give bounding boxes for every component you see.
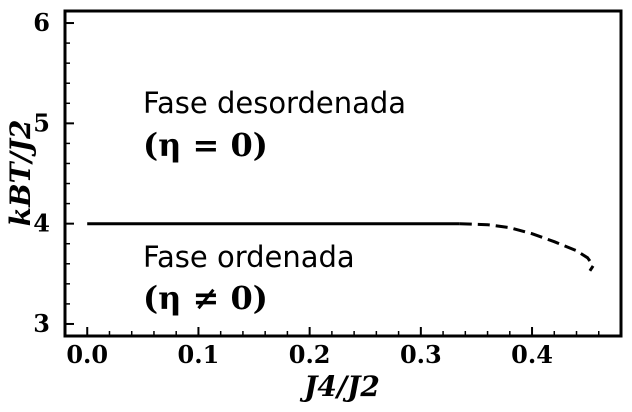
y-tick-label: 3 — [33, 309, 50, 338]
y-tick-label: 4 — [33, 209, 50, 238]
annotation-ordered-label: Fase ordenada — [143, 240, 355, 274]
x-axis-label: J4/J2 — [299, 370, 380, 403]
y-tick-label: 5 — [33, 108, 50, 137]
x-tick-label: 0.2 — [289, 340, 331, 369]
ticks — [65, 22, 600, 336]
x-tick-label: 0.3 — [400, 340, 442, 369]
plot-frame — [63, 9, 623, 338]
x-tick-label: 0.1 — [178, 340, 220, 369]
annotation-ordered-eq: (η ≠ 0) — [143, 279, 268, 317]
annotation-disordered-eq: (η = 0) — [143, 126, 268, 164]
tick-labels: 0.0 0.1 0.2 0.3 0.4 3 4 5 6 — [33, 8, 553, 369]
annotation-disordered-label: Fase desordenada — [143, 86, 406, 120]
series-group — [87, 222, 595, 272]
y-tick-label: 6 — [33, 8, 50, 37]
x-tick-label: 0.0 — [66, 340, 108, 369]
series-line-dashed — [459, 222, 595, 272]
y-axis-label: kBT/J2 — [4, 120, 37, 227]
x-tick-label: 0.4 — [511, 340, 553, 369]
